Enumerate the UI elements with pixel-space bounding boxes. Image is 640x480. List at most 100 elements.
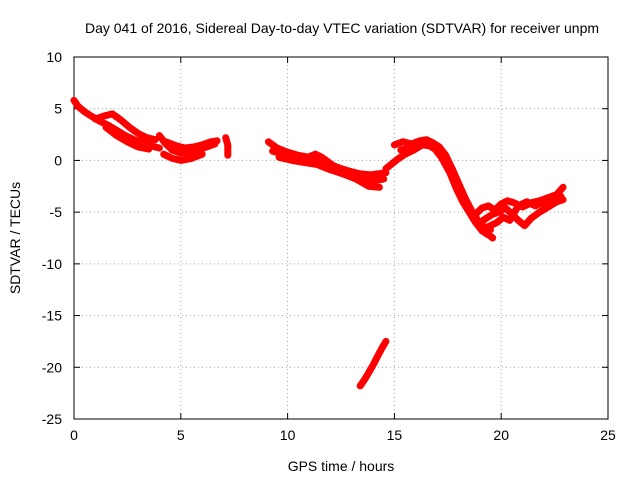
data-point [466,209,473,216]
data-point [126,124,133,131]
data-point [511,199,518,206]
data-point [528,215,535,222]
data-point [431,146,438,153]
data-point [357,382,364,389]
data-point [399,138,406,145]
data-point [485,231,492,238]
y-tick-label: 0 [54,152,62,168]
data-point [545,203,552,210]
data-point [288,157,295,164]
data-point [327,166,334,173]
data-point [224,147,231,154]
data-point [177,157,184,164]
data-point [224,152,231,159]
data-point [124,138,131,145]
data-point [156,145,163,152]
data-point [199,141,206,148]
data-point [485,202,492,209]
data-point [143,134,150,141]
data-point [81,108,88,115]
axis-ticks: 0 5 10 15 20 25 -25 -20 -15 -10 -5 0 5 10 [42,49,616,443]
data-point [370,362,377,369]
grid [74,57,608,419]
data-point [265,138,272,145]
data-point [301,159,308,166]
data-point [395,155,402,162]
data-point [318,154,325,161]
data-point [117,117,124,124]
data-point [389,160,396,167]
y-tick-label: -5 [50,204,63,220]
data-point [487,222,494,229]
data-point [71,97,77,104]
data-point [489,211,496,218]
x-tick-label: 0 [70,427,78,443]
data-point [135,130,142,137]
data-point [367,171,374,178]
data-point [340,170,347,177]
chart-title: Day 041 of 2016, Sidereal Day-to-day VTE… [85,20,599,36]
data-point [382,338,389,345]
data-point [92,116,99,123]
data-point [380,176,387,183]
data-point [269,148,276,155]
data-point [523,198,530,205]
data-point [169,155,176,162]
x-tick-label: 15 [387,427,403,443]
data-point [188,155,195,162]
data-point [481,225,488,232]
data-point [515,217,522,224]
data-point [135,143,142,150]
plot-frame [73,56,609,420]
data-point [397,147,404,154]
data-point [558,193,565,200]
data-point [214,137,221,144]
data-point [361,376,368,383]
data-point [504,197,511,204]
x-tick-label: 5 [177,427,185,443]
data-point [207,138,214,145]
data-point [438,154,445,161]
data-point [532,202,539,209]
data-point [365,369,372,376]
data-point [162,138,169,145]
data-point [453,185,460,192]
data-point [472,211,479,218]
data-point [182,145,189,152]
data-point [478,205,485,212]
data-point [145,146,152,153]
data-point [276,154,283,161]
y-tick-label: -25 [42,411,62,427]
data-points [70,96,567,390]
data-point [502,205,509,212]
data-point [500,214,507,221]
data-point [560,184,567,191]
data-point [446,169,453,176]
data-point [370,178,377,185]
data-point [423,140,430,147]
data-point [357,170,364,177]
data-point [156,132,163,139]
x-tick-label: 10 [280,427,296,443]
y-tick-label: 5 [54,101,62,117]
data-point [382,165,389,172]
data-point [88,112,95,119]
data-point [376,184,383,191]
data-point [515,202,522,209]
data-point [378,345,385,352]
data-point [352,176,359,183]
x-tick-label: 20 [493,427,509,443]
data-point [222,134,229,141]
data-point [100,112,107,119]
data-point [103,124,110,131]
x-tick-label: 25 [600,427,616,443]
data-point [493,219,500,226]
data-point [414,142,421,149]
y-tick-label: -20 [42,359,62,375]
data-point [365,183,372,190]
data-point [374,353,381,360]
y-tick-label: -10 [42,256,62,272]
data-point [489,235,496,241]
y-tick-label: 10 [46,49,62,65]
